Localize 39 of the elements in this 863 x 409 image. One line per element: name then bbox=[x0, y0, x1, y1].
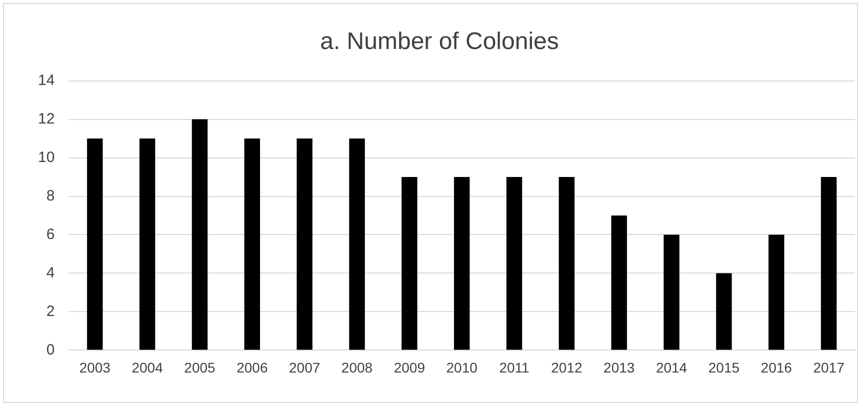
y-tick-label: 4 bbox=[46, 264, 55, 282]
bar bbox=[244, 138, 260, 350]
bar bbox=[454, 177, 470, 350]
bar bbox=[402, 177, 418, 350]
x-tick-label: 2003 bbox=[79, 359, 111, 376]
y-tick-label: 14 bbox=[38, 72, 55, 89]
y-tick-label: 8 bbox=[46, 187, 55, 204]
bar bbox=[716, 273, 732, 350]
bar bbox=[558, 177, 575, 350]
x-tick-label: 2008 bbox=[341, 359, 373, 376]
x-tick-label: 2011 bbox=[499, 359, 530, 376]
x-tick-label: 2013 bbox=[604, 359, 635, 376]
y-tick-label: 12 bbox=[38, 110, 55, 128]
bar bbox=[820, 177, 837, 350]
x-tick-label: 2014 bbox=[656, 359, 688, 376]
y-tick-label: 6 bbox=[46, 226, 55, 243]
x-tick-label: 2016 bbox=[760, 359, 792, 376]
bar bbox=[349, 138, 365, 350]
bar bbox=[506, 177, 522, 350]
x-tick-label: 2009 bbox=[394, 359, 426, 376]
bar bbox=[192, 119, 208, 350]
chart-title: a. Number of Colonies bbox=[320, 28, 559, 56]
x-tick-label: 2007 bbox=[289, 359, 320, 376]
bar bbox=[87, 138, 103, 350]
bar bbox=[768, 234, 784, 350]
x-tick-label: 2004 bbox=[132, 359, 164, 376]
y-tick-label: 2 bbox=[46, 302, 55, 320]
x-tick-label: 2006 bbox=[236, 359, 268, 376]
y-tick-label: 0 bbox=[46, 341, 55, 358]
bar bbox=[611, 216, 627, 350]
x-tick-label: 2012 bbox=[551, 359, 582, 376]
x-tick-label: 2015 bbox=[708, 359, 740, 376]
bar bbox=[139, 138, 156, 350]
x-tick-label: 2017 bbox=[813, 359, 845, 376]
y-tick-label: 10 bbox=[38, 148, 55, 166]
x-tick-label: 2005 bbox=[184, 359, 216, 376]
bar bbox=[296, 138, 312, 350]
bar bbox=[664, 234, 680, 350]
x-tick-label: 2010 bbox=[446, 359, 478, 376]
